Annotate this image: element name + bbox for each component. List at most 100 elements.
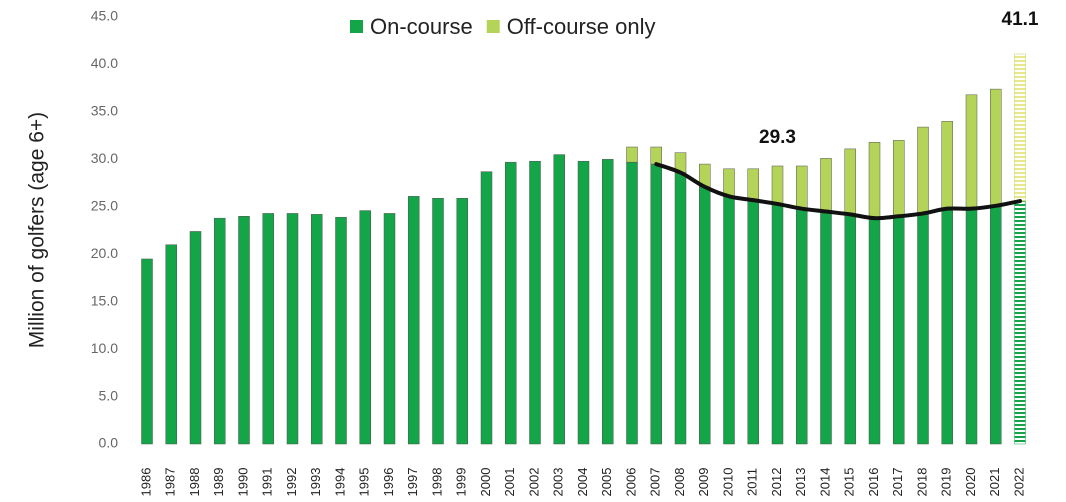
x-tick-label: 2014: [817, 468, 832, 497]
bar-segment: [796, 208, 808, 445]
x-tick-label: 2010: [720, 468, 735, 497]
bar-segment: [650, 163, 662, 445]
x-tick-label: 2016: [866, 468, 881, 497]
bar-segment: [893, 216, 905, 445]
bar-segment: [238, 216, 250, 445]
total-label: 41.1: [1002, 9, 1039, 30]
y-tick-label: 45.0: [91, 8, 118, 24]
x-tick-label: 2004: [575, 468, 590, 497]
x-tick-label: 2007: [648, 468, 663, 497]
bar-segment: [529, 160, 541, 445]
bar-segment: [747, 199, 759, 445]
bar-segment: [165, 244, 177, 445]
bar-segment: [674, 172, 687, 445]
bar-segment: [699, 186, 711, 445]
bar-segment: [141, 258, 153, 445]
y-tick-label: 0.0: [99, 435, 119, 451]
legend-label: On-course: [370, 14, 473, 39]
x-tick-label: 1994: [332, 468, 347, 497]
bar-segment: [965, 94, 978, 209]
x-tick-label: 1998: [429, 468, 444, 497]
bar-segment: [844, 148, 856, 215]
bar-segment: [844, 214, 856, 445]
bar-segment: [214, 217, 226, 445]
bar-segment: [480, 171, 493, 445]
bar-segment: [577, 160, 590, 445]
x-tick-label: 1997: [405, 468, 420, 497]
y-tick-label: 40.0: [91, 55, 118, 71]
bar-segment: [965, 208, 978, 445]
x-tick-label: 1999: [454, 468, 469, 497]
x-tick-label: 2011: [745, 468, 760, 496]
x-tick-label: 1991: [260, 468, 275, 497]
x-tick-label: 2005: [599, 468, 614, 497]
y-tick-label: 25.0: [91, 197, 118, 213]
x-tick-label: 2012: [769, 468, 784, 497]
x-tick-label: 1987: [163, 468, 178, 497]
bar-segment: [262, 213, 274, 445]
x-tick-label: 2003: [551, 468, 566, 497]
bar-segment: [602, 159, 614, 445]
x-tick-label: 1990: [235, 468, 250, 497]
bar-segment: [893, 140, 905, 217]
bar-segment: [383, 213, 396, 445]
x-tick-label: 2021: [987, 468, 1002, 497]
x-tick-label: 1995: [357, 468, 372, 497]
y-tick-label: 35.0: [91, 103, 118, 119]
x-tick-label: 2009: [696, 468, 711, 497]
bar-segment: [868, 142, 881, 219]
y-axis-title: Million of golfers (age 6+): [26, 112, 49, 348]
bar-segment: [626, 161, 638, 445]
x-tick-label: 2006: [623, 468, 638, 497]
x-tick-label: 2017: [890, 468, 905, 497]
y-tick-label: 10.0: [91, 340, 118, 356]
bar-segment: [189, 231, 202, 445]
legend-label: Off-course only: [507, 14, 656, 39]
legend-swatch: [486, 20, 500, 33]
bar-segment: [1014, 200, 1026, 445]
bar-segment: [311, 214, 323, 445]
bar-segment: [505, 161, 517, 445]
bar-segment: [990, 88, 1002, 207]
x-tick-label: 2015: [842, 468, 857, 497]
x-tick-label: 2022: [1011, 468, 1026, 497]
x-tick-label: 1986: [138, 468, 153, 497]
bar-segment: [456, 197, 468, 445]
bar-segment: [771, 165, 784, 205]
bar-segment: [408, 196, 420, 445]
bar-segment: [626, 146, 638, 163]
y-tick-label: 5.0: [99, 387, 119, 403]
bar-segment: [990, 205, 1002, 445]
bar-segment: [723, 196, 735, 445]
bar-segment: [747, 168, 759, 201]
x-tick-label: 2013: [793, 468, 808, 497]
x-tick-label: 2002: [526, 468, 541, 497]
y-tick-label: 15.0: [91, 292, 118, 308]
bar-segment: [917, 213, 929, 445]
bar-segment: [286, 213, 299, 445]
bar-segment: [359, 210, 371, 445]
x-tick-label: 2008: [672, 468, 687, 497]
y-tick-label: 20.0: [91, 245, 118, 261]
x-tick-label: 2018: [914, 468, 929, 497]
bar-segment: [553, 154, 565, 445]
x-tick-label: 1988: [187, 468, 202, 497]
bar-segment: [650, 146, 662, 165]
total-label: 29.3: [759, 127, 796, 148]
bar-segment: [1014, 53, 1026, 202]
bar-segment: [335, 216, 347, 445]
bar-segment: [723, 168, 735, 197]
bar-segment: [820, 211, 832, 445]
x-tick-label: 2019: [939, 468, 954, 497]
bar-segment: [796, 165, 808, 209]
bar-segment: [868, 217, 881, 445]
bar-segment: [432, 197, 444, 445]
x-tick-label: 1992: [284, 468, 299, 497]
bar-segment: [941, 208, 953, 445]
x-tick-label: 1996: [381, 468, 396, 497]
bar-segment: [941, 121, 953, 209]
legend-swatch: [350, 20, 363, 33]
bar-segment: [820, 158, 832, 212]
trend-line: [654, 162, 1022, 221]
